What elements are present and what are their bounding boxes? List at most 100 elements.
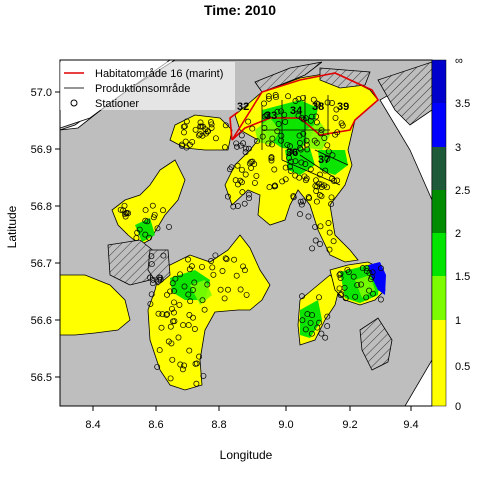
area-label-38: 38 [312,101,324,113]
kattegat [379,69,432,406]
station-marker [254,138,260,145]
station-marker [230,203,237,210]
station-marker [147,300,154,307]
station-marker [209,264,216,271]
station-marker [313,119,320,126]
station-marker [177,361,184,368]
station-marker [274,128,281,135]
station-marker [332,114,339,121]
station-marker [317,130,324,137]
station-marker [299,293,305,300]
station-marker [117,206,124,213]
station-marker [370,290,376,297]
station-marker [265,93,272,100]
station-marker [316,192,323,199]
station-marker [307,319,314,326]
station-marker [274,108,281,115]
colorbar-ticks: 0 0.5 1 1.5 2 2.5 3 3.5 ∞ [455,55,470,413]
station-marker [142,207,149,214]
station-marker [146,234,152,241]
area-labels: 32 33 34 38 39 36 37 [237,101,349,166]
station-marker [265,140,272,147]
station-marker [182,138,189,145]
station-marker [154,225,161,232]
station-marker [227,166,233,173]
station-marker [212,252,219,259]
station-marker [221,295,228,302]
station-marker [297,198,304,205]
station-marker [263,112,270,119]
station-marker [169,305,175,312]
station-marker [334,177,341,184]
station-marker [318,181,325,188]
station-marker [188,263,195,270]
station-marker [312,237,319,244]
station-marker [296,174,303,181]
station-marker [326,229,333,236]
station-marker [160,207,166,214]
station-marker [251,179,258,186]
legend: Habitatområde 16 (marint) Produktionsomr… [60,62,235,110]
station-marker [154,363,161,370]
habitat-boundary [231,72,380,141]
station-marker [278,132,285,139]
station-marker [316,294,322,301]
station-marker [142,217,149,224]
station-marker [309,245,316,252]
station-marker [181,283,188,290]
station-marker [186,347,193,354]
y-tick-label: 56.6 [31,315,52,327]
station-marker [238,132,245,139]
area-label-33: 33 [265,110,277,122]
station-marker [248,164,255,171]
station-marker [204,281,211,288]
station-marker [328,194,335,201]
station-marker [337,274,344,281]
station-marker [337,292,344,298]
station-marker [305,213,312,220]
station-marker [318,127,325,134]
station-marker [238,166,245,173]
station-marker [352,293,359,300]
station-marker [302,326,309,333]
y-tick-label: 56.5 [31,372,52,384]
x-axis: 8.4 8.6 8.8 9.0 9.2 9.4 [85,406,419,431]
station-marker [224,193,231,200]
x-tick-label: 8.6 [148,419,163,431]
x-tick-label: 9.2 [342,419,357,431]
station-marker [332,131,339,138]
stations [117,92,384,387]
station-marker [311,137,318,144]
station-marker [192,126,199,133]
station-marker [273,94,279,101]
station-marker [191,279,198,286]
station-marker [186,141,193,148]
station-marker [313,113,320,120]
station-marker [307,166,314,173]
station-marker [185,256,191,263]
colorbar-tick-label: 2 [455,228,461,240]
station-marker [251,161,258,168]
station-marker [350,273,357,280]
station-marker [156,347,163,354]
y-tick-label: 56.7 [31,258,52,270]
station-marker [330,238,337,245]
station-marker [191,326,198,332]
station-marker [322,334,329,341]
station-marker [363,294,370,301]
station-marker [176,301,183,308]
production-areas [107,61,432,371]
station-marker [225,286,231,293]
legend-station-label: Stationer [95,98,139,110]
station-marker [298,159,305,166]
station-marker [345,269,352,275]
station-marker [313,139,320,146]
station-marker [286,155,293,161]
station-marker [160,252,167,259]
station-marker [313,100,320,107]
station-marker [198,123,205,130]
area-label-32: 32 [237,101,249,113]
station-marker [187,298,194,305]
